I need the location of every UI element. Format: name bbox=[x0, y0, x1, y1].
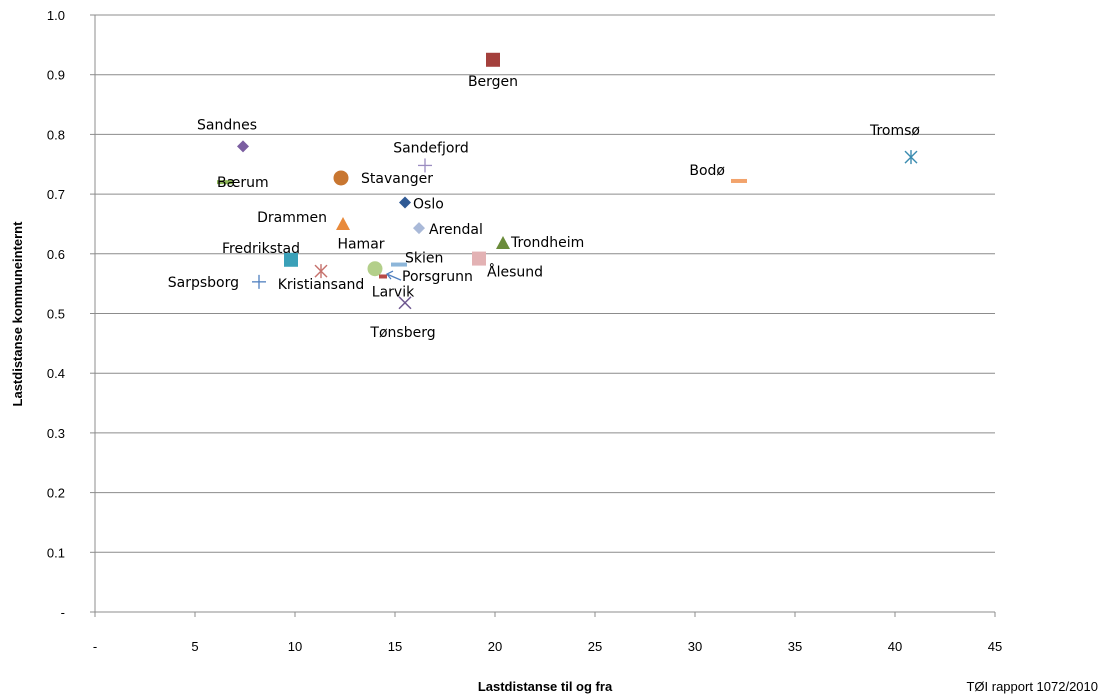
y-tick-label: 1.0 bbox=[47, 8, 65, 23]
y-tick-label: 0.9 bbox=[47, 68, 65, 83]
x-tick-label: 35 bbox=[788, 639, 802, 654]
report-credit: TØI rapport 1072/2010 bbox=[966, 679, 1098, 694]
y-tick-label: 0.3 bbox=[47, 426, 65, 441]
point-sandefjord-label: Sandefjord bbox=[393, 140, 469, 156]
point-skien-marker bbox=[391, 262, 407, 267]
x-tick-label: 25 bbox=[588, 639, 602, 654]
point-bergen-label: Bergen bbox=[468, 74, 518, 90]
marker-arrow-head bbox=[385, 270, 394, 280]
marker-dash bbox=[379, 274, 387, 279]
point-oslo-label: Oslo bbox=[413, 196, 444, 212]
y-axis-title: Lastdistanse kommuneinternt bbox=[10, 221, 25, 407]
x-tick-label: 15 bbox=[388, 639, 402, 654]
point-porsgrunn-label: Porsgrunn bbox=[402, 269, 473, 285]
gridlines bbox=[95, 14, 995, 553]
x-tick-label: 40 bbox=[888, 639, 902, 654]
point-porsgrunn-marker bbox=[385, 270, 402, 281]
marker-dash bbox=[731, 178, 747, 183]
point-stavanger-label: Stavanger bbox=[361, 171, 433, 187]
point--lesund-label: Ålesund bbox=[487, 264, 543, 281]
point-drammen-marker bbox=[336, 216, 350, 230]
point-sarpsborg-label: Sarpsborg bbox=[168, 275, 239, 291]
marker-triangle bbox=[496, 236, 510, 250]
marker-triangle bbox=[336, 216, 350, 230]
point-b-rum-label: Bærum bbox=[217, 175, 269, 191]
point-oslo-marker bbox=[399, 196, 411, 209]
point-trondheim-marker bbox=[496, 236, 510, 250]
point-sandefjord-marker bbox=[418, 158, 432, 173]
marker-circle bbox=[333, 170, 349, 186]
point-troms--marker bbox=[904, 150, 918, 165]
point-larvik-marker bbox=[379, 274, 387, 279]
point-hamar-label: Hamar bbox=[337, 237, 384, 253]
point-t-nsberg-label: Tønsberg bbox=[369, 325, 435, 341]
y-tick-label: 0.8 bbox=[47, 127, 65, 142]
marker-circle bbox=[367, 261, 383, 277]
point-trondheim-label: Trondheim bbox=[510, 235, 584, 251]
marker-x-b bbox=[398, 296, 412, 310]
y-tick-label: 0.2 bbox=[47, 486, 65, 501]
x-tick-label: 10 bbox=[288, 639, 302, 654]
point-arendal-marker bbox=[413, 222, 425, 235]
point-hamar-marker bbox=[367, 261, 383, 277]
marker-arrow-line bbox=[386, 273, 402, 281]
y-tick-label: 0.4 bbox=[47, 366, 65, 381]
point-stavanger-marker bbox=[333, 170, 349, 186]
point-larvik-label: Larvik bbox=[372, 284, 415, 300]
point-fredrikstad-marker bbox=[284, 252, 298, 267]
x-tick-label: 30 bbox=[688, 639, 702, 654]
data-points bbox=[217, 52, 918, 310]
marker-dash bbox=[391, 262, 407, 267]
y-tick-labels: - 0.1 0.2 0.3 0.4 0.5 0.6 0.7 0.8 0.9 1.0 bbox=[47, 8, 65, 620]
marker-square bbox=[486, 52, 500, 67]
axes bbox=[90, 14, 996, 617]
x-axis-title: Lastdistanse til og fra bbox=[478, 679, 613, 694]
point-fredrikstad-label: Fredrikstad bbox=[222, 241, 300, 257]
point-bod--marker bbox=[731, 178, 747, 183]
marker-square bbox=[472, 251, 486, 266]
point-labels: Bergen Sandnes Sandefjord Bærum Stavanger Bod… bbox=[168, 74, 921, 341]
point-t-nsberg-marker bbox=[398, 296, 412, 310]
x-tick-label: - bbox=[93, 639, 97, 654]
marker-diamond bbox=[413, 222, 425, 235]
marker-diamond bbox=[237, 140, 249, 153]
x-tick-label: 5 bbox=[191, 639, 198, 654]
y-tick-label: 0.5 bbox=[47, 307, 65, 322]
y-tick-label: 0.1 bbox=[47, 545, 65, 560]
point-kristiansand-label: Kristiansand bbox=[278, 277, 365, 293]
y-tick-label: 0.6 bbox=[47, 247, 65, 262]
point-troms--label: Tromsø bbox=[869, 123, 920, 139]
point-sandnes-marker bbox=[237, 140, 249, 153]
point-sarpsborg-marker bbox=[252, 274, 266, 289]
point--lesund-marker bbox=[472, 251, 486, 266]
marker-dash bbox=[217, 180, 233, 185]
point-kristiansand-marker bbox=[314, 264, 328, 279]
marker-square bbox=[284, 252, 298, 267]
point-arendal-label: Arendal bbox=[429, 222, 483, 238]
point-sandnes-label: Sandnes bbox=[197, 117, 257, 133]
point-bod--label: Bodø bbox=[689, 163, 725, 179]
marker-diamond bbox=[399, 196, 411, 209]
y-tick-label: 0.7 bbox=[47, 187, 65, 202]
x-tick-labels: - 5 10 15 20 25 30 35 40 45 bbox=[93, 639, 1002, 654]
point-drammen-label: Drammen bbox=[257, 210, 327, 226]
point-bergen-marker bbox=[486, 52, 500, 67]
x-tick-label: 20 bbox=[488, 639, 502, 654]
point-b-rum-marker bbox=[217, 180, 233, 185]
x-tick-label: 45 bbox=[988, 639, 1002, 654]
y-tick-label: - bbox=[61, 605, 65, 620]
point-skien-label: Skien bbox=[405, 251, 443, 267]
